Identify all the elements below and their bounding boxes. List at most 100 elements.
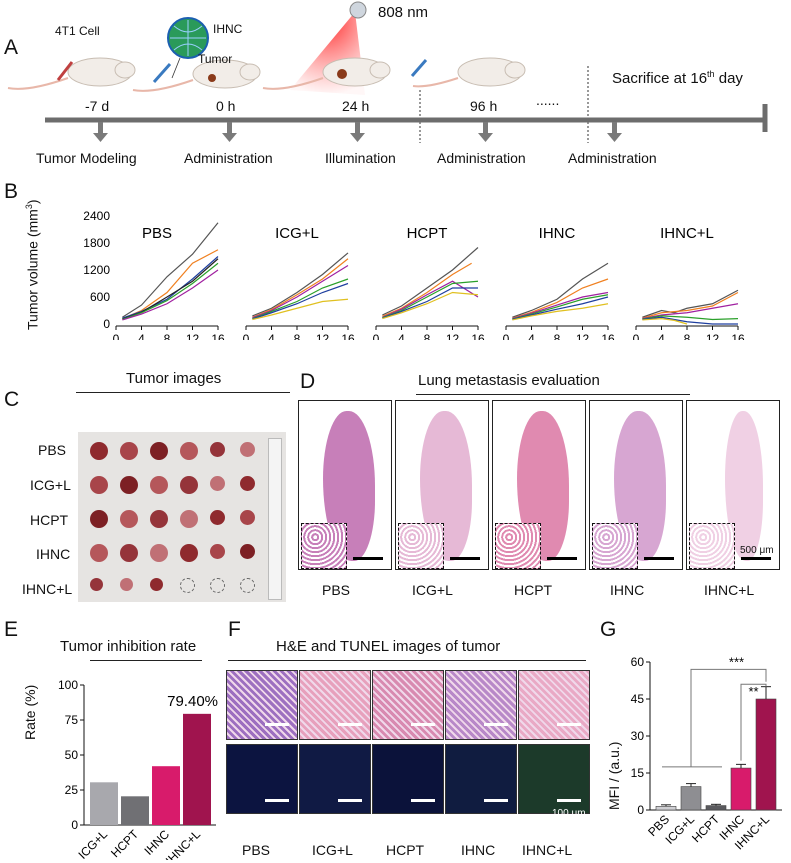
growth-group-title: PBS — [142, 225, 172, 242]
tumor-sample — [240, 476, 255, 491]
growth-line — [512, 296, 609, 321]
growth-line — [122, 222, 219, 318]
tunel-stain-image — [372, 744, 444, 814]
lung-section-image — [686, 400, 780, 570]
growth-y-tick: 1200 — [83, 263, 110, 277]
growth-line — [512, 262, 609, 318]
growth-y-tick: 2400 — [83, 209, 110, 223]
tumor-sample — [240, 510, 255, 525]
panel-label-g: G — [600, 618, 617, 641]
x-tick: HCPT — [108, 827, 141, 860]
he-label: ICG+L — [312, 842, 353, 858]
y-tick: 45 — [631, 692, 645, 706]
tumor-sample — [210, 442, 225, 457]
growth-line — [642, 303, 739, 320]
bar — [655, 806, 677, 811]
growth-line — [512, 303, 609, 321]
tumor-label: Tumor — [198, 52, 233, 66]
bar — [730, 767, 752, 811]
inhibition-y-label: Rate (%) — [22, 684, 38, 740]
tumor-sample — [90, 544, 108, 562]
lung-section-image — [395, 400, 489, 570]
growth-line — [642, 291, 739, 319]
growth-group-title: HCPT — [407, 225, 448, 242]
lung-inset-zoom — [495, 523, 541, 569]
x-tick: HCPT — [689, 812, 722, 845]
panel-label-d: D — [300, 370, 316, 393]
growth-line — [512, 291, 609, 320]
tumor-row-label: PBS — [38, 442, 67, 458]
scale-bar — [547, 557, 577, 560]
mouse-4 — [412, 57, 526, 88]
growth-x-tick: 0 — [243, 332, 250, 340]
x-tick: ICG+L — [75, 827, 110, 860]
tunel-stain-image — [226, 744, 298, 814]
growth-x-tick: 4 — [138, 332, 145, 340]
tumor-sample — [150, 578, 163, 591]
tumor-row-label: IHNC+L — [22, 581, 73, 597]
scale-bar — [644, 557, 674, 560]
mouse-3 — [262, 57, 391, 90]
y-tick: 30 — [631, 729, 645, 743]
growth-line — [642, 315, 739, 321]
lung-label: IHNC — [610, 582, 645, 598]
bar — [183, 713, 211, 825]
growth-y-tick: 600 — [90, 290, 110, 304]
growth-group-title: IHNC — [539, 225, 576, 242]
growth-line — [252, 252, 349, 317]
tunel-stain-image — [299, 744, 371, 814]
tumor-sample — [120, 510, 138, 528]
growth-line — [252, 298, 349, 321]
tumor-sample — [90, 510, 108, 528]
mouse-1 — [7, 57, 136, 90]
growth-line — [382, 291, 479, 320]
panel-a-schematic — [7, 1, 768, 143]
growth-group-title: ICG+L — [275, 225, 319, 242]
tumor-images-title: Tumor images — [126, 370, 222, 387]
growth-x-tick: 0 — [633, 332, 640, 340]
y-tick: 50 — [65, 748, 79, 762]
bar — [705, 805, 727, 811]
tumor-sample — [120, 544, 138, 562]
step-label: Administration — [437, 150, 526, 166]
tumor-sample — [90, 476, 108, 494]
he-stain-image — [226, 670, 298, 740]
scale-bar — [450, 557, 480, 560]
he-stain-image — [372, 670, 444, 740]
bar — [680, 786, 702, 811]
tumor-sample — [210, 476, 225, 491]
ihnc-label: IHNC — [213, 22, 243, 36]
step-label: Administration — [568, 150, 657, 166]
growth-line — [252, 278, 349, 320]
panel-label-f: F — [228, 618, 241, 641]
growth-x-tick: 16 — [601, 332, 615, 340]
lung-inset-zoom — [398, 523, 444, 569]
tumor-sample — [120, 442, 138, 460]
lung-section-image — [589, 400, 683, 570]
growth-line — [382, 287, 478, 319]
growth-x-tick: 0 — [503, 332, 510, 340]
empty-tumor-slot — [180, 578, 195, 593]
tumor-sample — [120, 476, 138, 494]
he-label: HCPT — [386, 842, 425, 858]
lung-scale-label: 500 μm — [740, 545, 774, 556]
laser-head-icon — [349, 1, 367, 19]
growth-x-tick: 8 — [294, 332, 301, 340]
tumor-sample — [240, 544, 255, 559]
y-tick: 100 — [58, 678, 78, 692]
growth-line — [642, 289, 739, 318]
bar-annotation: 79.40% — [167, 693, 218, 710]
step-label: Tumor Modeling — [36, 150, 137, 166]
syringe-icon — [56, 61, 74, 81]
growth-curves: 24001800120060000481216DaysPBS0481216Day… — [83, 209, 745, 340]
ellipsis: ...... — [536, 92, 560, 108]
scale-bar — [353, 557, 383, 560]
growth-x-tick: 4 — [658, 332, 665, 340]
sig-label: *** — [729, 654, 744, 669]
growth-x-tick: 16 — [211, 332, 225, 340]
time-label: 96 h — [470, 98, 498, 114]
timeline-arrows — [93, 122, 622, 142]
syringe-icon — [410, 59, 428, 77]
growth-x-tick: 4 — [268, 332, 275, 340]
